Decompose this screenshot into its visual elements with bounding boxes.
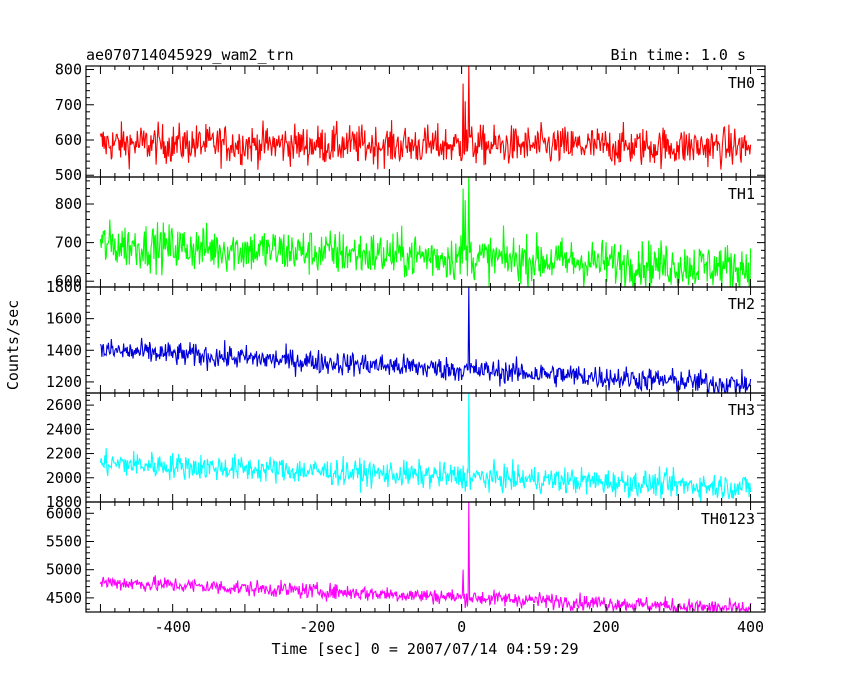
y-tick-label: 4500 — [46, 589, 82, 607]
y-tick-label: 5500 — [46, 532, 82, 550]
y-tick-label: 600 — [55, 272, 82, 290]
series-line-th0 — [99, 66, 752, 170]
panel-label-th3: TH3 — [728, 401, 755, 419]
y-tick-label: 6000 — [46, 504, 82, 522]
x-tick-label: -200 — [299, 618, 335, 636]
y-tick-label: 600 — [55, 131, 82, 149]
y-tick-label: 1400 — [46, 341, 82, 359]
y-axis-label: Counts/sec — [4, 300, 22, 390]
panel-label-th2: TH2 — [728, 295, 755, 313]
series-line-th1 — [99, 177, 752, 287]
y-tick-label: 1600 — [46, 310, 82, 328]
series-line-th2 — [99, 287, 752, 393]
chart-title-left: ae070714045929_wam2_trn — [86, 46, 294, 64]
series-line-th3 — [99, 393, 752, 502]
chart-title-right: Bin time: 1.0 s — [611, 46, 746, 64]
y-tick-label: 1800 — [46, 278, 82, 296]
series-line-th0123 — [99, 502, 752, 612]
panel-frame — [85, 286, 766, 394]
x-tick-label: 0 — [457, 618, 466, 636]
y-tick-label: 800 — [55, 61, 82, 79]
x-axis-label: Time [sec] 0 = 2007/07/14 04:59:29 — [271, 640, 578, 658]
panel-th0123: TH0123 4500 5000 5500 6000 — [46, 501, 766, 613]
panel-th3: TH3 1800 2000 2200 2400 2600 — [46, 392, 766, 511]
y-tick-label: 1200 — [46, 373, 82, 391]
y-tick-label: 700 — [55, 96, 82, 114]
panel-frame — [85, 501, 766, 613]
panel-th0: TH0 500 600 700 800 — [55, 61, 766, 184]
x-axis: -400 -200 0 200 400 — [155, 618, 764, 636]
y-tick-label: 1800 — [46, 493, 82, 511]
panel-label-th1: TH1 — [728, 185, 755, 203]
panel-th2: TH2 1200 1400 1600 1800 — [46, 278, 766, 394]
panel-frame — [85, 65, 766, 178]
panel-label-th0: TH0 — [728, 74, 755, 92]
panel-label-th0123: TH0123 — [701, 510, 755, 528]
x-tick-label: -400 — [155, 618, 191, 636]
x-tick-label: 400 — [737, 618, 764, 636]
x-tick-label: 200 — [593, 618, 620, 636]
y-tick-label: 500 — [55, 166, 82, 184]
y-tick-label: 2000 — [46, 469, 82, 487]
y-tick-label: 2600 — [46, 396, 82, 414]
y-tick-label: 800 — [55, 195, 82, 213]
y-tick-label: 700 — [55, 234, 82, 252]
y-tick-label: 5000 — [46, 561, 82, 579]
y-tick-label: 2200 — [46, 445, 82, 463]
panels-group: TH0 500 600 700 800 TH1 600 700 800 TH2 1200 1400 16… — [46, 61, 766, 613]
y-tick-label: 2400 — [46, 420, 82, 438]
panel-th1: TH1 600 700 800 — [55, 176, 766, 290]
